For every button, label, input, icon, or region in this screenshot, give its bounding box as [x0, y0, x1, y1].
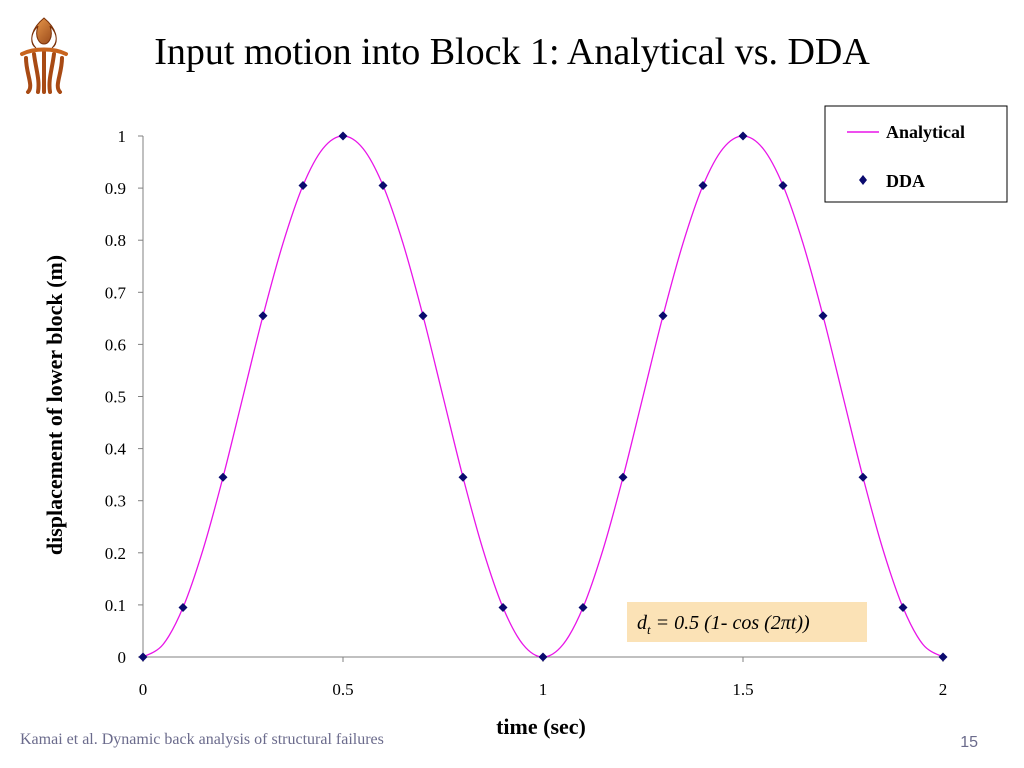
dda-point	[858, 472, 868, 482]
formula-subscript: t	[647, 622, 651, 637]
chart-axes	[138, 135, 944, 662]
dda-point	[938, 652, 948, 662]
x-tick-label: 1.5	[732, 680, 753, 699]
x-tick-label: 0	[139, 680, 148, 699]
dda-point	[538, 652, 548, 662]
y-tick-label: 0.2	[105, 544, 126, 563]
page-number: 15	[960, 734, 978, 751]
dda-point	[458, 472, 468, 482]
y-tick-label: 0.9	[105, 179, 126, 198]
formula-lhs: d	[637, 612, 648, 634]
formula-rhs: = 0.5 (1- cos (2πt))	[651, 612, 810, 634]
y-tick-label: 1	[118, 127, 127, 146]
x-tick-label: 2	[939, 680, 948, 699]
x-tick-label: 1	[539, 680, 548, 699]
dda-point	[418, 311, 428, 321]
y-tick-label: 0.8	[105, 231, 126, 250]
series-line-analytical	[142, 135, 944, 658]
formula-annotation: dt = 0.5 (1- cos (2πt))	[627, 602, 867, 642]
dda-point	[218, 472, 228, 482]
dda-point	[578, 603, 588, 613]
dda-point	[818, 311, 828, 321]
formula-box	[627, 602, 867, 642]
y-tick-label: 0.6	[105, 335, 126, 354]
x-tick-label: 0.5	[332, 680, 353, 699]
dda-point	[618, 472, 628, 482]
legend-marker-dda	[859, 175, 867, 185]
dda-point	[658, 311, 668, 321]
slide-title: Input motion into Block 1: Analytical vs…	[154, 31, 870, 73]
y-tick-label: 0.1	[105, 596, 126, 615]
dda-point	[258, 311, 268, 321]
dda-point	[898, 603, 908, 613]
y-tick-label: 0	[118, 648, 127, 667]
tick-labels: 0 0.1 0.2 0.3 0.4 0.5 0.6 0.7 0.8 0.9 1 0 0.5 1 1.5 2	[105, 127, 948, 699]
series-layer	[138, 131, 948, 662]
svg-text:dt = 0.5 (1- cos (2πt)): dt = 0.5 (1- cos (2πt))	[637, 612, 810, 637]
dda-point	[298, 180, 308, 190]
dda-point	[498, 603, 508, 613]
legend-label-dda: DDA	[886, 171, 925, 191]
university-logo-icon	[14, 14, 74, 99]
y-tick-label: 0.4	[105, 440, 127, 459]
y-axis-label: displacement of lower block (m)	[42, 255, 67, 555]
dda-point	[738, 131, 748, 141]
dda-point	[778, 180, 788, 190]
y-tick-label: 0.3	[105, 492, 126, 511]
y-tick-label: 0.5	[105, 388, 126, 407]
chart-legend: Analytical DDA	[824, 105, 1008, 203]
dda-point	[178, 603, 188, 613]
legend-label-analytical: Analytical	[886, 122, 965, 142]
x-axis-label: time (sec)	[496, 714, 586, 739]
dda-point	[338, 131, 348, 141]
dda-point	[138, 652, 148, 662]
dda-point	[698, 180, 708, 190]
dda-point	[378, 180, 388, 190]
y-tick-label: 0.7	[105, 283, 127, 302]
legend-box	[824, 105, 1008, 203]
footer-citation: Kamai et al. Dynamic back analysis of st…	[20, 731, 384, 748]
